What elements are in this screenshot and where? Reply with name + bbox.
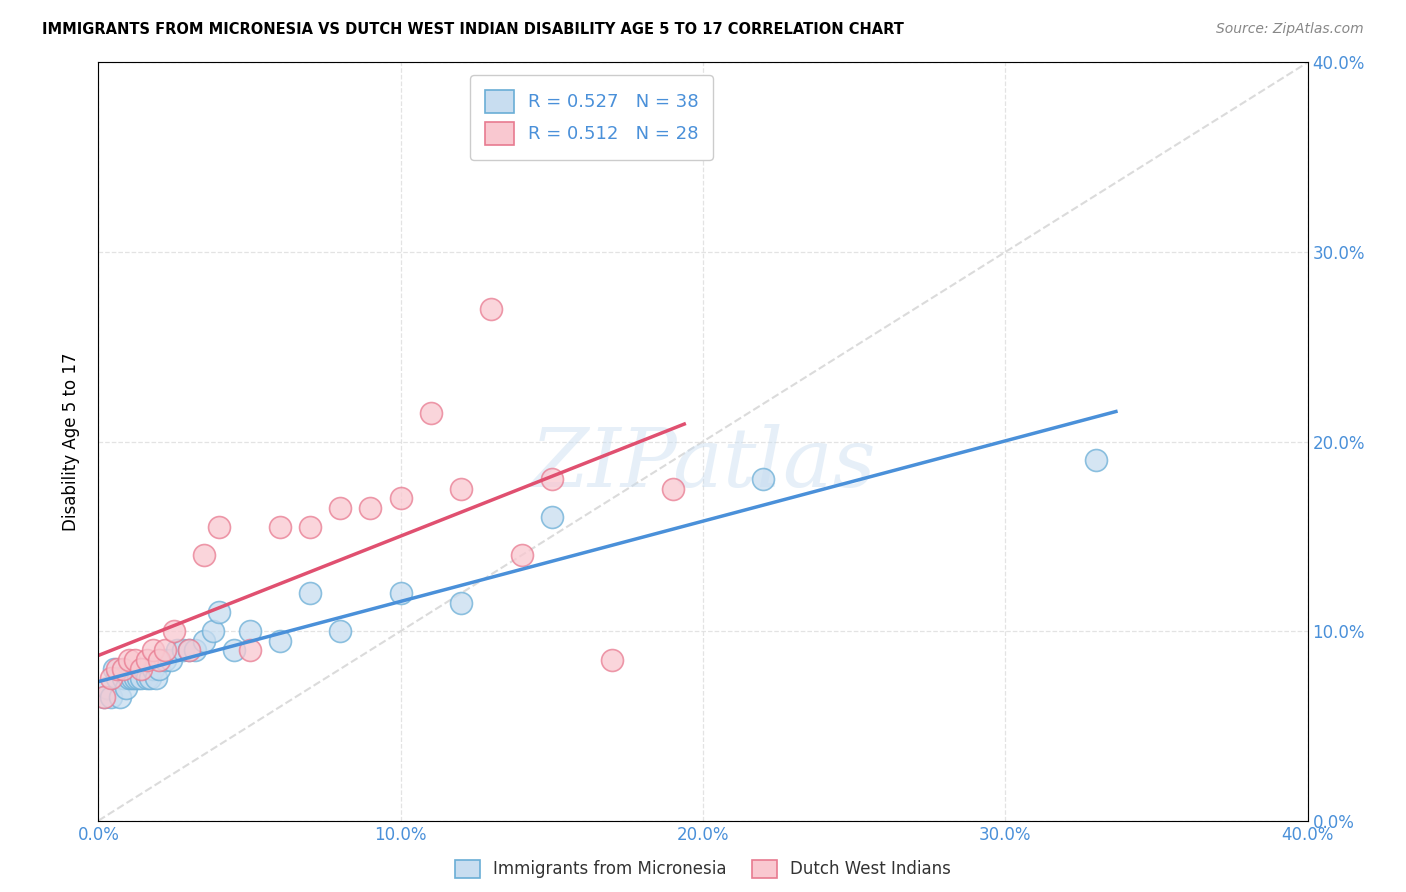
- Point: [93, 690, 115, 705]
- Point: [389, 586, 412, 600]
- Point: [172, 643, 194, 657]
- Point: [118, 652, 141, 666]
- Text: Source: ZipAtlas.com: Source: ZipAtlas.com: [1216, 22, 1364, 37]
- Point: [100, 672, 122, 686]
- Point: [153, 652, 176, 666]
- Point: [108, 690, 131, 705]
- Point: [450, 482, 472, 496]
- Point: [510, 548, 533, 563]
- Point: [239, 643, 262, 657]
- Point: [142, 662, 165, 676]
- Point: [129, 662, 152, 676]
- Point: [360, 500, 382, 515]
- Text: ZIPatlas: ZIPatlas: [530, 425, 876, 504]
- Point: [184, 643, 207, 657]
- Legend: R = 0.527   N = 38, R = 0.512   N = 28: R = 0.527 N = 38, R = 0.512 N = 28: [470, 75, 713, 160]
- Point: [1085, 453, 1108, 467]
- Point: [105, 662, 128, 676]
- Point: [179, 643, 201, 657]
- Point: [299, 586, 322, 600]
- Point: [269, 633, 291, 648]
- Point: [166, 643, 188, 657]
- Point: [145, 672, 167, 686]
- Point: [124, 672, 146, 686]
- Point: [193, 633, 215, 648]
- Point: [124, 652, 146, 666]
- Point: [118, 672, 141, 686]
- Point: [139, 672, 162, 686]
- Point: [420, 406, 443, 420]
- Point: [121, 672, 143, 686]
- Text: IMMIGRANTS FROM MICRONESIA VS DUTCH WEST INDIAN DISABILITY AGE 5 TO 17 CORRELATI: IMMIGRANTS FROM MICRONESIA VS DUTCH WEST…: [42, 22, 904, 37]
- Point: [224, 643, 246, 657]
- Point: [540, 510, 562, 524]
- Point: [129, 672, 152, 686]
- Point: [752, 473, 775, 487]
- Point: [661, 482, 683, 496]
- Point: [269, 520, 291, 534]
- Point: [450, 596, 472, 610]
- Point: [132, 662, 155, 676]
- Point: [481, 301, 503, 316]
- Point: [160, 652, 183, 666]
- Point: [239, 624, 262, 639]
- Point: [96, 681, 118, 695]
- Point: [135, 652, 157, 666]
- Point: [389, 491, 412, 506]
- Point: [100, 690, 122, 705]
- Point: [135, 672, 157, 686]
- Point: [329, 624, 352, 639]
- Point: [329, 500, 352, 515]
- Point: [93, 690, 115, 705]
- Point: [105, 672, 128, 686]
- Point: [540, 473, 562, 487]
- Point: [142, 643, 165, 657]
- Point: [299, 520, 322, 534]
- Point: [114, 681, 136, 695]
- Point: [179, 643, 201, 657]
- Point: [163, 624, 186, 639]
- Point: [153, 643, 176, 657]
- Legend: Immigrants from Micronesia, Dutch West Indians: Immigrants from Micronesia, Dutch West I…: [447, 851, 959, 887]
- Point: [208, 520, 231, 534]
- Point: [148, 652, 170, 666]
- Point: [602, 652, 624, 666]
- Point: [208, 605, 231, 619]
- Point: [111, 662, 134, 676]
- Y-axis label: Disability Age 5 to 17: Disability Age 5 to 17: [62, 352, 80, 531]
- Point: [148, 662, 170, 676]
- Point: [111, 672, 134, 686]
- Point: [193, 548, 215, 563]
- Point: [103, 662, 125, 676]
- Point: [127, 672, 149, 686]
- Point: [202, 624, 225, 639]
